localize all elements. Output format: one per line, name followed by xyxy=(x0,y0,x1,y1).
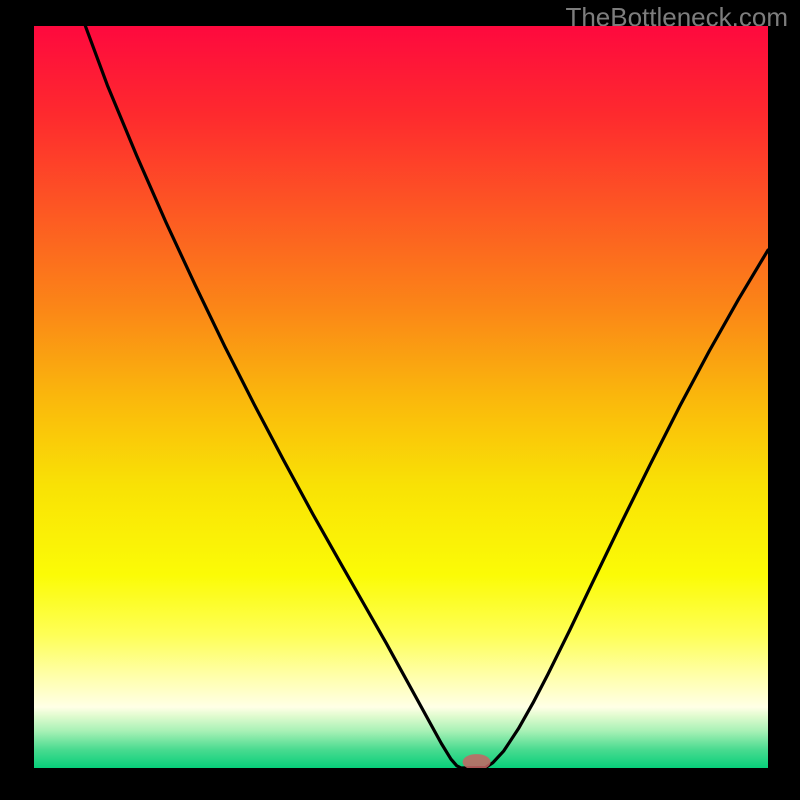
chart-frame: TheBottleneck.com xyxy=(0,0,800,800)
gradient-background xyxy=(34,26,768,768)
bottleneck-plot xyxy=(34,26,768,768)
